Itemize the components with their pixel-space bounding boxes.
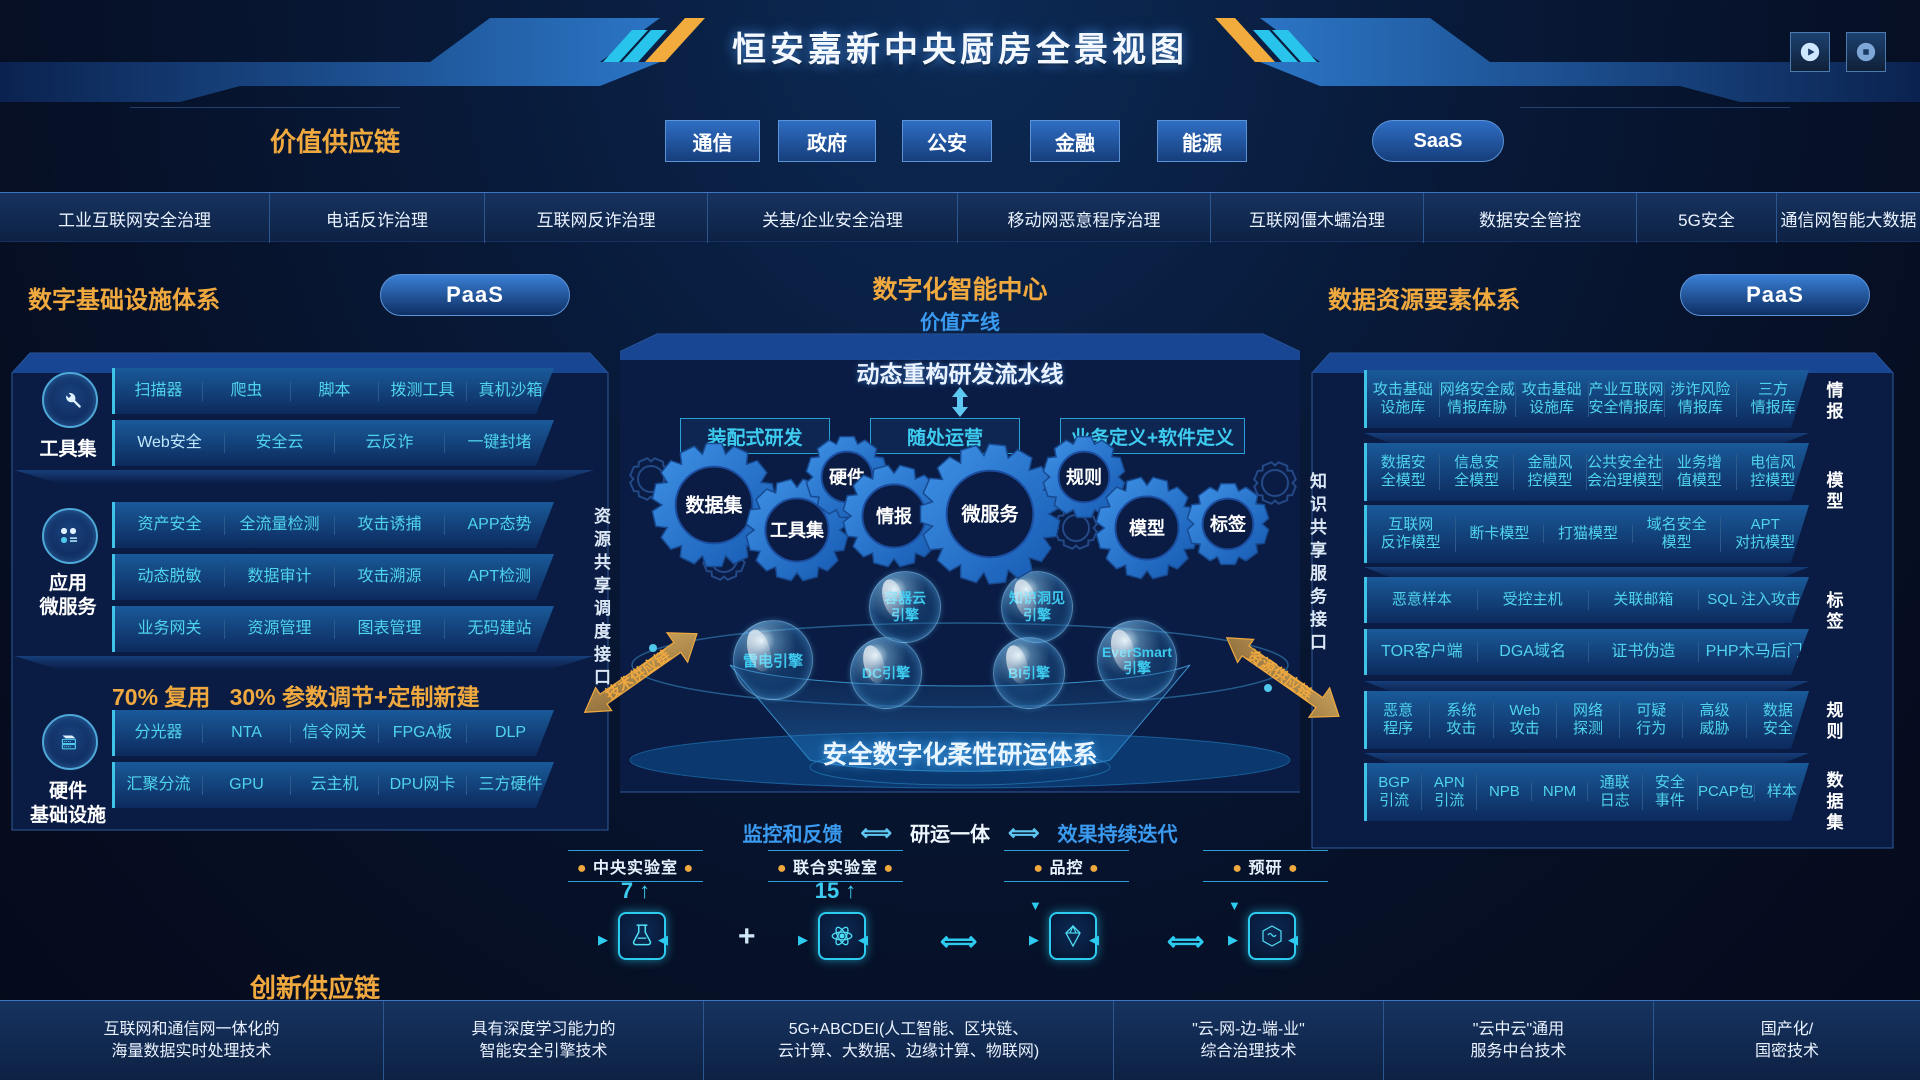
svg-text:资源供应链: 资源供应链 — [1244, 646, 1317, 704]
svg-text:数据集: 数据集 — [685, 494, 743, 517]
svg-text:工具集: 工具集 — [770, 519, 825, 540]
svg-text:技术供应链: 技术供应链 — [602, 646, 675, 704]
svg-text:标签: 标签 — [1209, 513, 1247, 534]
svg-text:微服务: 微服务 — [960, 503, 1019, 526]
svg-text:情报: 情报 — [876, 505, 912, 526]
svg-text:模型: 模型 — [1129, 517, 1165, 538]
svg-text:规则: 规则 — [1066, 466, 1102, 487]
